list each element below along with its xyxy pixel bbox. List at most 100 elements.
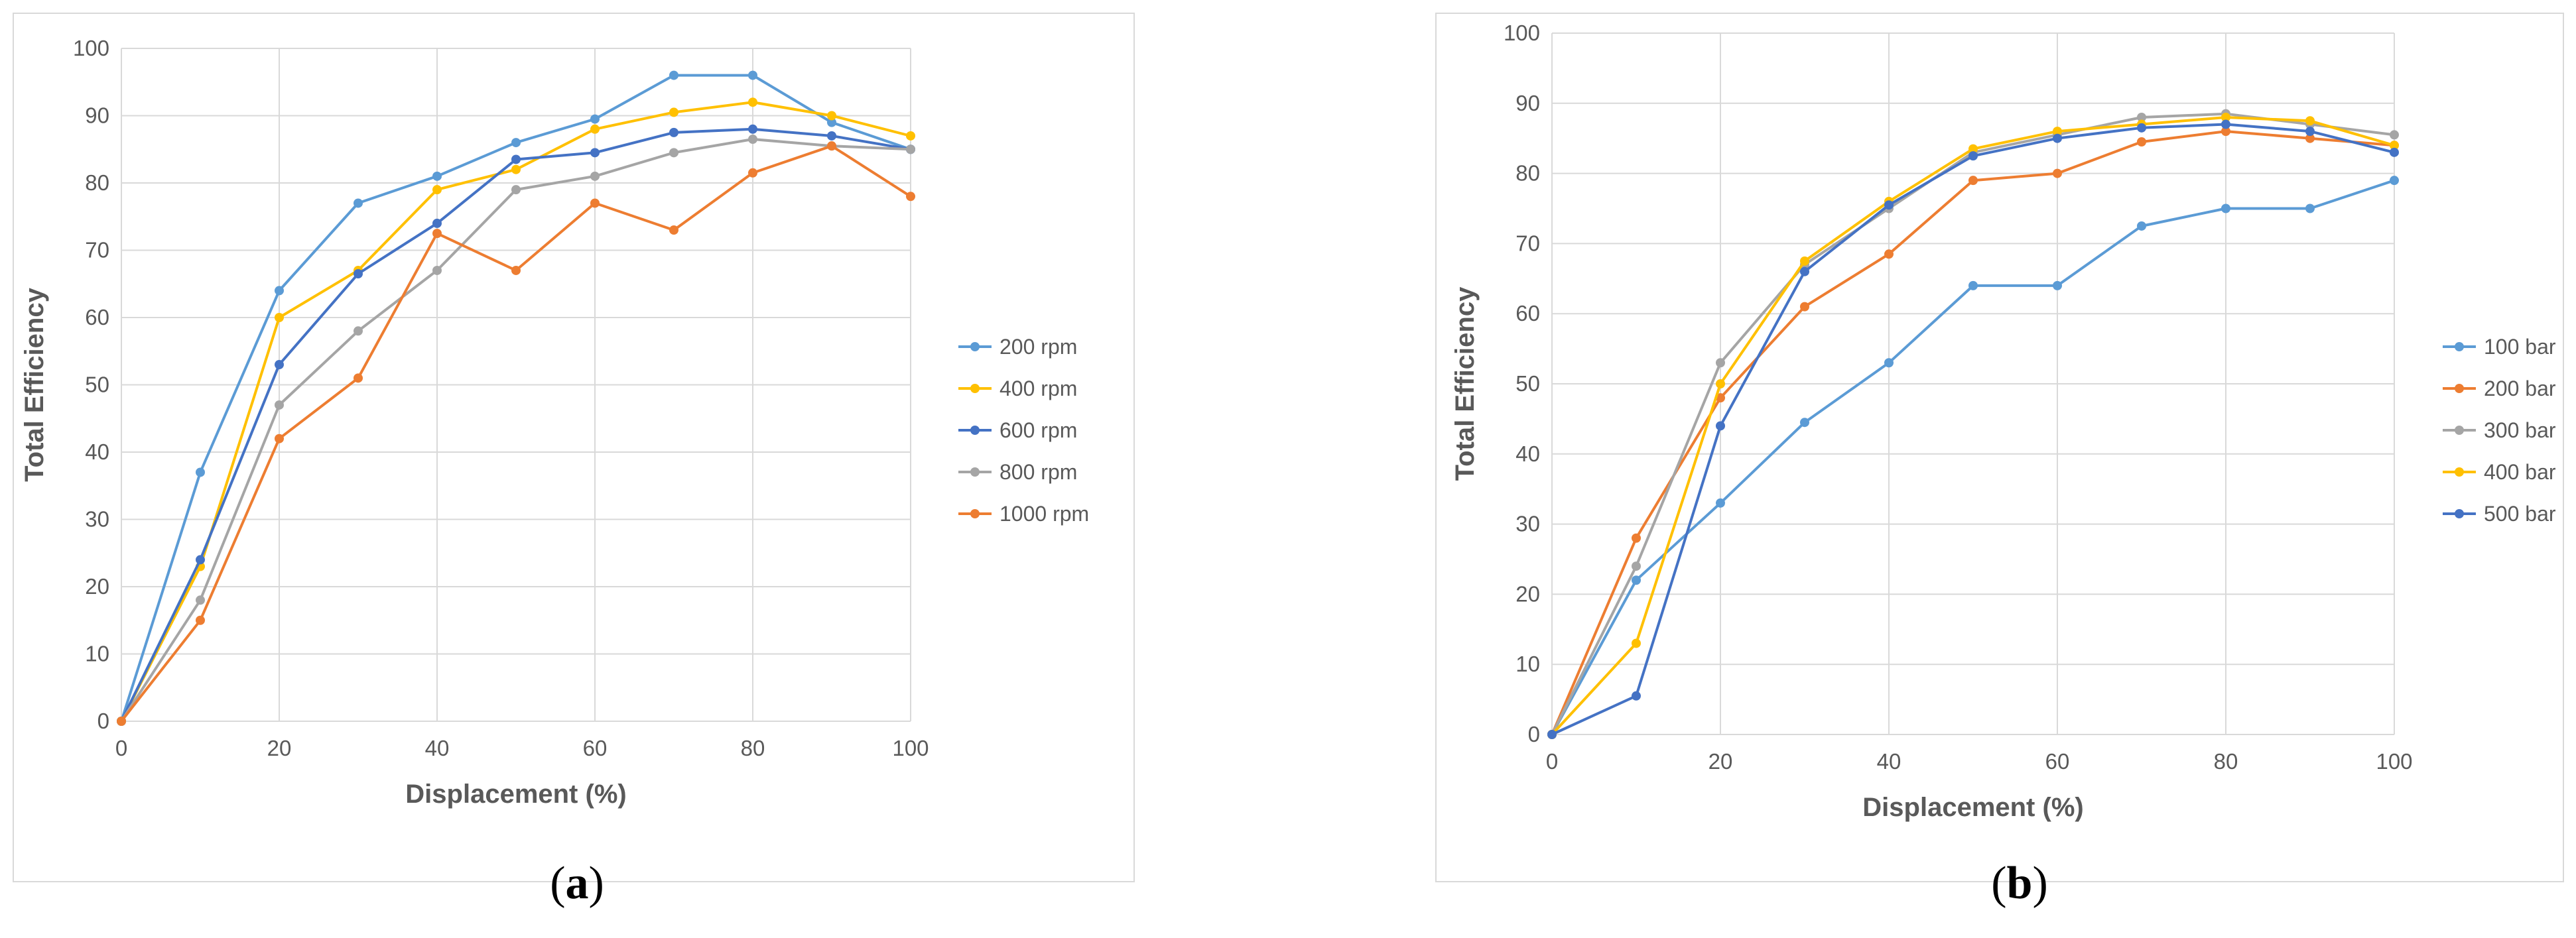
- x-axis-title: Displacement (%): [1862, 793, 2083, 822]
- data-point-800-rpm: [432, 265, 442, 275]
- data-point-200-rpm: [669, 70, 678, 80]
- y-tick-label: 60: [85, 305, 109, 329]
- data-point-100-bar: [1800, 418, 1809, 428]
- data-point-500-bar: [1716, 421, 1725, 431]
- x-tick-label: 40: [425, 736, 450, 760]
- data-point-1000-rpm: [117, 717, 126, 726]
- chart-panel-a: 0 10 20 30 40 50 60 70 80 90 100 0 20 40 60 80 100 Displa…: [13, 13, 1135, 909]
- panel-caption: (b): [1991, 858, 2048, 909]
- data-point-400-rpm: [511, 164, 521, 174]
- legend-swatch-marker: [970, 384, 980, 393]
- caption-letter: b: [2007, 858, 2033, 909]
- x-tick-label: 80: [2214, 749, 2238, 774]
- legend-label: 100 bar: [2484, 335, 2556, 359]
- data-point-200-rpm: [275, 286, 284, 296]
- data-point-600-rpm: [354, 269, 363, 279]
- data-point-100-bar: [2221, 204, 2230, 213]
- legend-swatch-marker: [2455, 467, 2464, 477]
- x-axis-title: Displacement (%): [405, 780, 626, 809]
- legend-label: 200 bar: [2484, 377, 2556, 400]
- y-tick-label: 20: [1515, 581, 1540, 606]
- data-point-600-rpm: [196, 555, 205, 565]
- legend-label: 400 rpm: [999, 377, 1077, 400]
- data-point-500-bar: [2221, 119, 2230, 129]
- data-point-600-rpm: [511, 154, 521, 164]
- x-tick-label: 20: [1708, 749, 1733, 774]
- data-point-300-bar: [2137, 112, 2146, 122]
- data-point-200-bar: [2053, 168, 2062, 178]
- data-point-1000-rpm: [906, 192, 915, 202]
- data-point-800-rpm: [748, 135, 757, 145]
- data-point-600-rpm: [748, 124, 757, 134]
- data-point-200-rpm: [827, 117, 836, 127]
- data-point-400-rpm: [827, 111, 836, 121]
- data-point-200-bar: [1716, 393, 1725, 403]
- data-point-100-bar: [1968, 280, 1978, 290]
- y-tick-label: 80: [1515, 161, 1540, 186]
- data-point-600-rpm: [669, 127, 678, 137]
- legend-swatch-marker: [2455, 384, 2464, 393]
- data-point-600-rpm: [590, 148, 600, 158]
- data-point-400-bar: [2221, 112, 2230, 122]
- legend-label: 1000 rpm: [999, 502, 1089, 526]
- data-point-400-rpm: [906, 131, 915, 141]
- data-point-100-bar: [1884, 358, 1894, 368]
- y-axis-title: Total Efficiency: [1450, 286, 1480, 481]
- y-tick-label: 60: [1515, 301, 1540, 325]
- x-tick-label: 60: [583, 736, 608, 760]
- data-point-200-bar: [1800, 302, 1809, 312]
- legend-label: 500 bar: [2484, 502, 2556, 526]
- data-point-200-bar: [1968, 176, 1978, 186]
- data-point-400-bar: [1968, 144, 1978, 154]
- legend-label: 300 bar: [2484, 418, 2556, 442]
- data-point-500-bar: [1547, 730, 1557, 739]
- legend-swatch-marker: [2455, 342, 2464, 351]
- legend-swatch-marker: [2455, 426, 2464, 435]
- data-point-200-bar: [1884, 249, 1894, 259]
- legend-label: 600 rpm: [999, 418, 1077, 442]
- data-point-800-rpm: [275, 400, 284, 410]
- y-tick-label: 10: [85, 642, 109, 666]
- data-point-200-rpm: [196, 467, 205, 477]
- caption-letter: a: [566, 858, 589, 909]
- data-point-400-bar: [1632, 638, 1641, 648]
- legend-label: 400 bar: [2484, 460, 2556, 484]
- data-point-1000-rpm: [827, 141, 836, 151]
- data-point-400-rpm: [748, 97, 757, 107]
- legend-swatch-marker: [2455, 509, 2464, 518]
- x-tick-label: 20: [267, 736, 292, 760]
- legend-swatch-marker: [970, 342, 980, 351]
- data-point-1000-rpm: [511, 265, 521, 275]
- data-point-200-bar: [2221, 127, 2230, 137]
- data-point-100-bar: [1716, 498, 1725, 508]
- data-point-1000-rpm: [196, 615, 205, 625]
- y-tick-label: 20: [85, 574, 109, 599]
- y-tick-label: 40: [1515, 441, 1540, 466]
- data-point-200-rpm: [511, 138, 521, 148]
- data-point-500-bar: [2390, 147, 2399, 157]
- caption-close-paren: ): [589, 858, 604, 909]
- data-point-100-bar: [2305, 204, 2315, 213]
- data-point-500-bar: [2137, 123, 2146, 133]
- data-point-200-rpm: [432, 171, 442, 181]
- data-point-500-bar: [2053, 133, 2062, 143]
- data-point-200-rpm: [748, 70, 757, 80]
- legend-swatch-marker: [970, 467, 980, 477]
- y-tick-label: 90: [1515, 91, 1540, 115]
- data-point-300-bar: [2390, 130, 2399, 140]
- panel-caption: (a): [550, 858, 604, 909]
- legend-swatch-marker: [970, 426, 980, 435]
- data-point-600-rpm: [275, 360, 284, 370]
- y-tick-label: 0: [1528, 722, 1540, 746]
- y-tick-label: 30: [85, 507, 109, 532]
- caption-open-paren: (: [550, 858, 565, 909]
- data-point-800-rpm: [669, 148, 678, 158]
- data-point-800-rpm: [196, 595, 205, 605]
- data-point-1000-rpm: [669, 225, 678, 235]
- legend-label: 800 rpm: [999, 460, 1077, 484]
- chart-frame: [13, 13, 1135, 882]
- data-point-200-bar: [2137, 137, 2146, 147]
- data-point-1000-rpm: [432, 229, 442, 239]
- y-tick-label: 0: [97, 709, 109, 733]
